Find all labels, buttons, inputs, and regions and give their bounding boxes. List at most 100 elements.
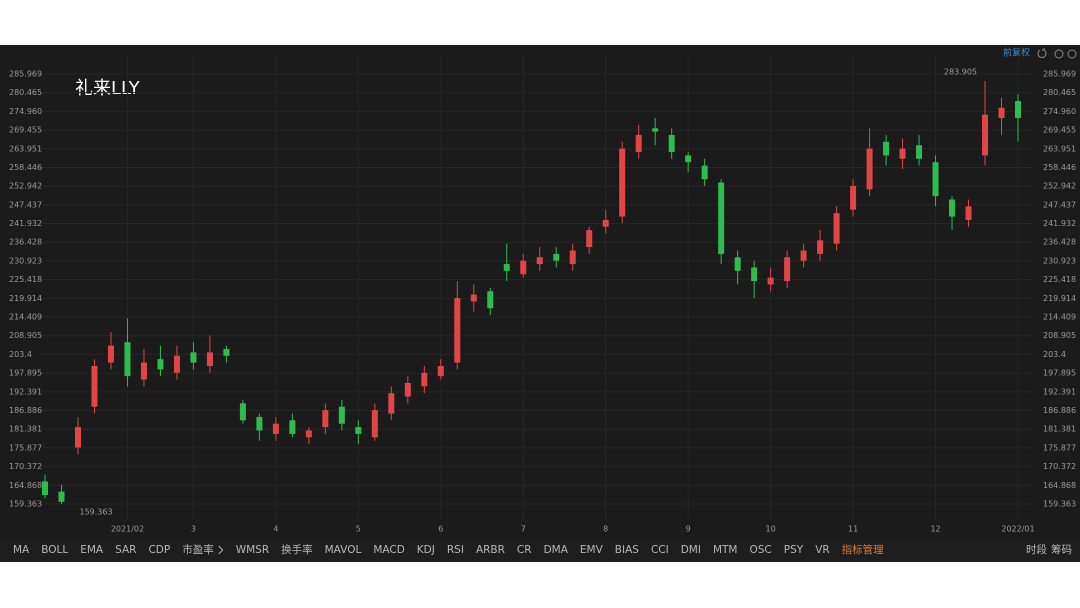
indicator-button[interactable]: EMV	[580, 544, 604, 556]
indicator-button[interactable]: 指标管理	[842, 543, 884, 556]
y-tick-label-right: 263.951	[1043, 144, 1076, 153]
candle-body	[652, 128, 659, 132]
candle-body	[586, 230, 593, 248]
y-tick-label: 181.381	[9, 425, 42, 434]
y-tick-label-right: 181.381	[1043, 425, 1076, 434]
candle-body	[536, 257, 543, 265]
indicator-button[interactable]: MAVOL	[325, 544, 362, 556]
y-tick-label: 269.455	[9, 126, 42, 135]
candle-body	[932, 162, 939, 197]
candle-body	[223, 348, 230, 356]
y-tick-label-right: 164.868	[1043, 481, 1076, 490]
x-tick-label: 8	[603, 525, 608, 534]
candle-body	[107, 345, 114, 363]
y-tick-label: 197.895	[9, 369, 42, 378]
indicator-button[interactable]: BOLL	[41, 544, 68, 556]
indicator-button[interactable]: CDP	[148, 544, 170, 556]
indicator-button[interactable]: PSY	[784, 544, 804, 556]
y-tick-label-right: 159.363	[1043, 499, 1076, 508]
tool-button[interactable]: 筹码	[1051, 543, 1072, 556]
x-tick-label: 4	[273, 525, 278, 534]
y-tick-label: 208.905	[9, 331, 42, 340]
y-tick-label-right: 274.960	[1043, 107, 1076, 116]
indicator-button[interactable]: SAR	[115, 544, 136, 556]
y-tick-label: 164.868	[9, 481, 42, 490]
indicator-button[interactable]: OSC	[750, 544, 772, 556]
candle-body	[866, 148, 873, 190]
y-tick-label-right: 269.455	[1043, 126, 1076, 135]
y-tick-label-right: 258.446	[1043, 163, 1076, 172]
candle-body	[553, 253, 560, 261]
candle-body	[569, 250, 576, 265]
candle-body	[124, 342, 131, 377]
candle-body	[256, 416, 263, 431]
candle-body	[850, 185, 857, 210]
y-tick-label: 175.877	[9, 443, 42, 452]
candle-body	[734, 257, 741, 271]
y-tick-label-right: 252.942	[1043, 182, 1076, 191]
indicator-button[interactable]: 市盈率	[182, 543, 214, 556]
indicator-button[interactable]: BIAS	[615, 544, 639, 556]
x-tick-label: 7	[521, 525, 526, 534]
settings-icon[interactable]	[1067, 49, 1077, 59]
y-tick-label-right: 175.877	[1043, 443, 1076, 452]
indicator-button[interactable]: 换手率	[281, 543, 313, 556]
y-tick-label-right: 203.4	[1043, 350, 1066, 359]
indicator-button[interactable]: KDJ	[417, 544, 435, 556]
candle-body	[289, 420, 296, 434]
tool-button[interactable]: 时段	[1026, 543, 1048, 556]
candle-body	[602, 219, 609, 227]
candle-body	[800, 250, 807, 261]
zoom-out-icon[interactable]	[1054, 49, 1064, 59]
indicator-button[interactable]: DMI	[681, 544, 701, 556]
y-tick-label: 186.886	[9, 406, 42, 415]
reset-icon[interactable]	[1037, 48, 1047, 58]
indicator-button[interactable]: ARBR	[476, 544, 505, 556]
indicator-button[interactable]: DMA	[544, 544, 569, 556]
indicator-button[interactable]: RSI	[447, 544, 464, 556]
more-chevron	[218, 545, 224, 555]
y-tick-label-right: 186.886	[1043, 406, 1076, 415]
candle-body	[140, 362, 147, 380]
indicator-button[interactable]: CR	[517, 544, 532, 556]
indicator-button[interactable]: EMA	[80, 544, 104, 556]
candle-body	[635, 135, 642, 153]
candle-body	[58, 491, 65, 502]
candle-body	[784, 257, 791, 282]
y-tick-label: 285.969	[9, 69, 42, 78]
x-tick-label: 5	[356, 525, 361, 534]
indicator-button[interactable]: CCI	[651, 544, 669, 556]
indicator-button[interactable]: VR	[815, 544, 829, 556]
indicator-button[interactable]: WMSR	[236, 544, 269, 556]
candle-body	[173, 355, 180, 373]
candle-body	[190, 352, 197, 363]
y-tick-label: 274.960	[9, 107, 42, 116]
candle-body	[751, 267, 758, 282]
y-tick-label: 170.372	[9, 462, 42, 471]
x-tick-label: 12	[930, 525, 940, 534]
chart-title: 礼来LLY	[75, 78, 141, 99]
y-tick-label-right: 219.914	[1043, 294, 1076, 303]
candle-body	[206, 352, 213, 366]
y-tick-label-right: 214.409	[1043, 313, 1076, 322]
y-tick-label: 252.942	[9, 182, 42, 191]
indicator-button[interactable]: MA	[13, 544, 30, 556]
candle-body	[454, 298, 461, 363]
candle-body	[322, 410, 329, 428]
indicator-button[interactable]: MACD	[373, 544, 404, 556]
candle-body	[520, 260, 527, 275]
y-tick-label: 203.4	[9, 350, 32, 359]
adjust-button[interactable]: 前复权	[1003, 47, 1030, 59]
candle-body	[421, 372, 428, 387]
candle-body	[767, 277, 774, 285]
candle-body	[685, 155, 692, 163]
y-tick-label-right: 197.895	[1043, 369, 1076, 378]
y-tick-label: 214.409	[9, 313, 42, 322]
indicator-button[interactable]: MTM	[713, 544, 738, 556]
y-tick-label-right: 230.923	[1043, 256, 1076, 265]
y-tick-label: 219.914	[9, 294, 42, 303]
y-tick-label-right: 170.372	[1043, 462, 1076, 471]
x-tick-label: 3	[191, 525, 196, 534]
candle-body	[355, 427, 362, 434]
